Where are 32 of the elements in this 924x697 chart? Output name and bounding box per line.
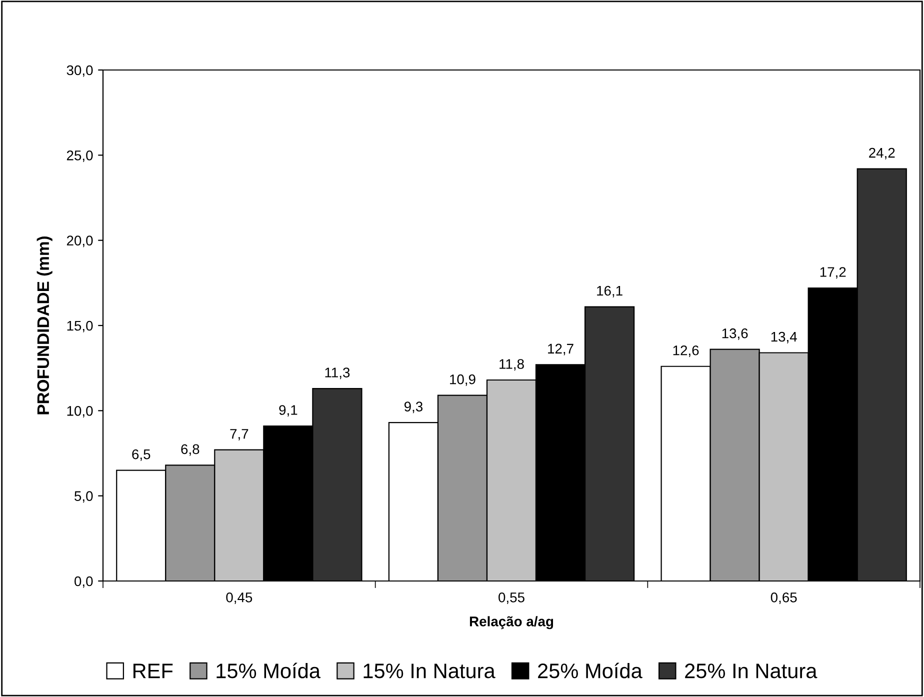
- x-tick-label: 0,45: [226, 592, 252, 604]
- data-label: 6,5: [132, 449, 150, 461]
- legend-label: 15% In Natura: [364, 664, 496, 678]
- x-tick-label: 0,55: [498, 592, 524, 604]
- y-tick-label: 30,0: [66, 65, 93, 77]
- data-label: 9,1: [279, 405, 298, 417]
- y-tick-label: 15,0: [67, 320, 93, 332]
- y-axis-title: PROFUNDIDADE (mm): [36, 236, 52, 414]
- data-label: 24,2: [869, 148, 895, 160]
- legend-label: 25% Moída: [538, 662, 642, 678]
- data-label: 12,7: [548, 344, 574, 356]
- data-label: 9,3: [404, 402, 423, 414]
- data-label: 12,6: [673, 345, 699, 357]
- y-tick-label: 0,0: [74, 576, 93, 588]
- data-label: 7,7: [230, 429, 248, 440]
- y-tick-label: 5,0: [74, 491, 93, 503]
- data-label: 16,1: [597, 286, 622, 298]
- data-label: 13,4: [771, 332, 797, 344]
- y-tick-label: 25,0: [66, 150, 93, 162]
- legend-label: 25% In Natura: [685, 664, 818, 678]
- x-tick-label: 0,65: [770, 592, 797, 604]
- data-label: 11,8: [500, 359, 524, 371]
- y-tick-label: 10,0: [67, 406, 93, 418]
- y-tick-label: 20,0: [66, 236, 93, 248]
- data-label: 10,9: [450, 374, 476, 386]
- data-label: 6,8: [181, 444, 200, 456]
- x-axis-title: Relação a/ag: [470, 616, 554, 630]
- legend-label: REF: [133, 664, 173, 678]
- legend-label: 15% Moída: [216, 662, 320, 678]
- data-label: 17,2: [820, 267, 846, 279]
- data-label: 11,3: [325, 368, 350, 380]
- data-label: 13,6: [722, 328, 748, 340]
